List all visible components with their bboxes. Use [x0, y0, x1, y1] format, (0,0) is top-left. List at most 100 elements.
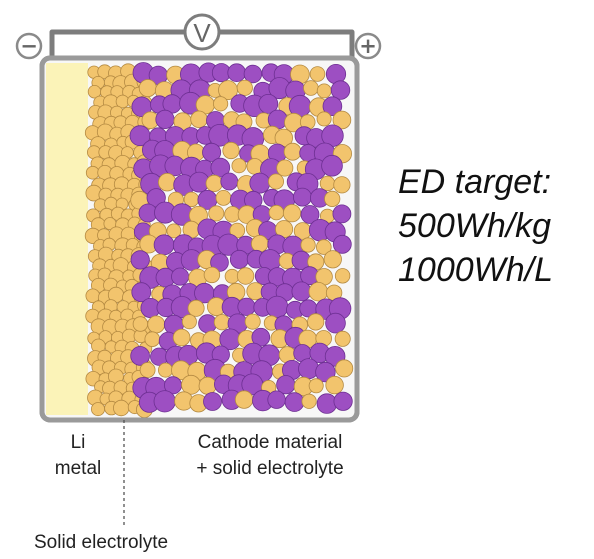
- electrolyte-particle: [213, 314, 230, 331]
- cathode-label: Cathode material + solid electrolyte: [152, 430, 388, 482]
- cathode-particle: [332, 204, 352, 224]
- cathode-particle: [155, 109, 175, 130]
- cathode-particle: [198, 314, 218, 334]
- electrolyte-particle: [246, 158, 264, 175]
- electrolyte-particle: [213, 96, 229, 112]
- negative-terminal-icon: −: [15, 32, 43, 60]
- cathode-particle: [153, 390, 176, 413]
- solid-electrolyte-label: Solid electrolyte: [34, 532, 169, 553]
- electrolyte-particle: [332, 110, 352, 130]
- energy-density-target: ED target: 500Wh/kg 1000Wh/L: [398, 160, 553, 292]
- cathode-particle: [265, 295, 289, 319]
- cell-frame-overlay: [39, 55, 360, 423]
- electrolyte-particle: [181, 314, 197, 330]
- cathode-particle: [284, 392, 305, 412]
- electrolyte-particle: [231, 158, 247, 174]
- electrolyte-particle: [334, 268, 351, 284]
- cathode-particle: [333, 391, 353, 411]
- cathode-label-line-2: + solid electrolyte: [196, 458, 344, 479]
- li-metal-anode: [46, 63, 88, 415]
- li-metal-label: Li metal: [48, 430, 108, 482]
- electrolyte-particle: [333, 176, 351, 194]
- cathode-label-line-1: Cathode material: [197, 432, 343, 453]
- electrolyte-particle: [229, 222, 246, 239]
- electrolyte-particle: [157, 172, 177, 192]
- negative-terminal-symbol: −: [20, 34, 38, 58]
- energy-density-gravimetric: 500Wh/kg: [398, 207, 552, 245]
- cathode-particle: [237, 297, 256, 316]
- electrolyte-particle: [283, 142, 302, 161]
- voltmeter-icon: V: [183, 13, 221, 51]
- electrolyte-particle: [203, 266, 221, 284]
- positive-terminal-symbol: +: [359, 34, 377, 58]
- cathode-particle: [130, 250, 150, 270]
- cathode-particle: [202, 142, 222, 162]
- electrolyte-particle: [334, 330, 351, 347]
- cathode-particle: [131, 282, 152, 303]
- voltmeter-symbol: V: [193, 18, 211, 48]
- cathode-particle: [322, 96, 343, 116]
- cathode-particle: [258, 94, 279, 114]
- electrolyte-particle: [319, 175, 336, 192]
- electrolyte-particle: [323, 250, 342, 269]
- electrolyte-particle: [157, 362, 173, 378]
- electrolyte-particle: [144, 331, 161, 348]
- electrolyte-particle: [309, 66, 326, 82]
- electrolyte-particle: [234, 390, 254, 409]
- external-circuit-wire: [49, 29, 355, 60]
- positive-terminal-icon: +: [354, 32, 382, 60]
- cathode-particle: [171, 267, 190, 286]
- electrolyte-particle: [324, 190, 341, 207]
- electrolyte-particle: [190, 110, 208, 129]
- energy-density-title: ED target:: [398, 163, 552, 201]
- cathode-particle: [325, 312, 346, 334]
- electrolyte-particle: [316, 83, 332, 99]
- electrolyte-particle: [198, 376, 217, 395]
- electrolyte-particle: [132, 316, 149, 332]
- cathode-particle: [291, 281, 312, 302]
- electrolyte-particle: [215, 189, 232, 206]
- cathode-particle: [249, 172, 271, 194]
- cathode-particle: [229, 249, 249, 269]
- cathode-particle: [300, 205, 320, 224]
- electrolyte-particle: [187, 299, 205, 317]
- cathode-particle: [292, 187, 312, 207]
- cathode-particle: [203, 392, 222, 411]
- electrolyte-particle: [138, 79, 157, 98]
- electrolyte-particle: [91, 402, 106, 417]
- cathode-particle: [321, 154, 343, 177]
- cathode-particle: [332, 234, 352, 254]
- energy-density-volumetric: 1000Wh/L: [398, 251, 553, 289]
- electrolyte-particle: [112, 399, 130, 417]
- cathode-particle: [130, 346, 150, 366]
- electrolyte-particle: [147, 315, 166, 334]
- electrolyte-particle: [267, 173, 284, 190]
- electrolyte-particle: [308, 282, 329, 302]
- electrolyte-particle: [316, 111, 332, 127]
- electrolyte-particle: [166, 223, 182, 239]
- cathode-particle: [267, 390, 286, 409]
- electrolyte-particle: [325, 375, 344, 395]
- cathode-particle: [227, 63, 247, 82]
- cathode-particle: [298, 358, 320, 380]
- electrolyte-particle: [335, 359, 354, 378]
- cathode-particle: [210, 157, 231, 178]
- li-metal-label-line-1: Li: [70, 432, 86, 453]
- electrolyte-particle: [208, 205, 225, 222]
- electrolyte-particle: [244, 313, 261, 330]
- li-metal-label-line-2: metal: [54, 458, 102, 479]
- cathode-particle: [220, 172, 239, 191]
- electrolyte-particle: [282, 204, 302, 223]
- electrolyte-particle: [307, 313, 325, 331]
- electrolyte-particle: [222, 141, 240, 160]
- electrolyte-particle: [276, 159, 294, 177]
- electrolyte-particle: [236, 79, 253, 96]
- electrolyte-particle: [301, 393, 317, 409]
- cathode-particle: [153, 234, 175, 256]
- electrolyte-particle: [172, 328, 191, 347]
- electrolyte-particle: [300, 237, 316, 253]
- electrolyte-particle: [139, 362, 156, 378]
- cathode-particle: [210, 253, 229, 272]
- electrolyte-particle: [205, 174, 223, 192]
